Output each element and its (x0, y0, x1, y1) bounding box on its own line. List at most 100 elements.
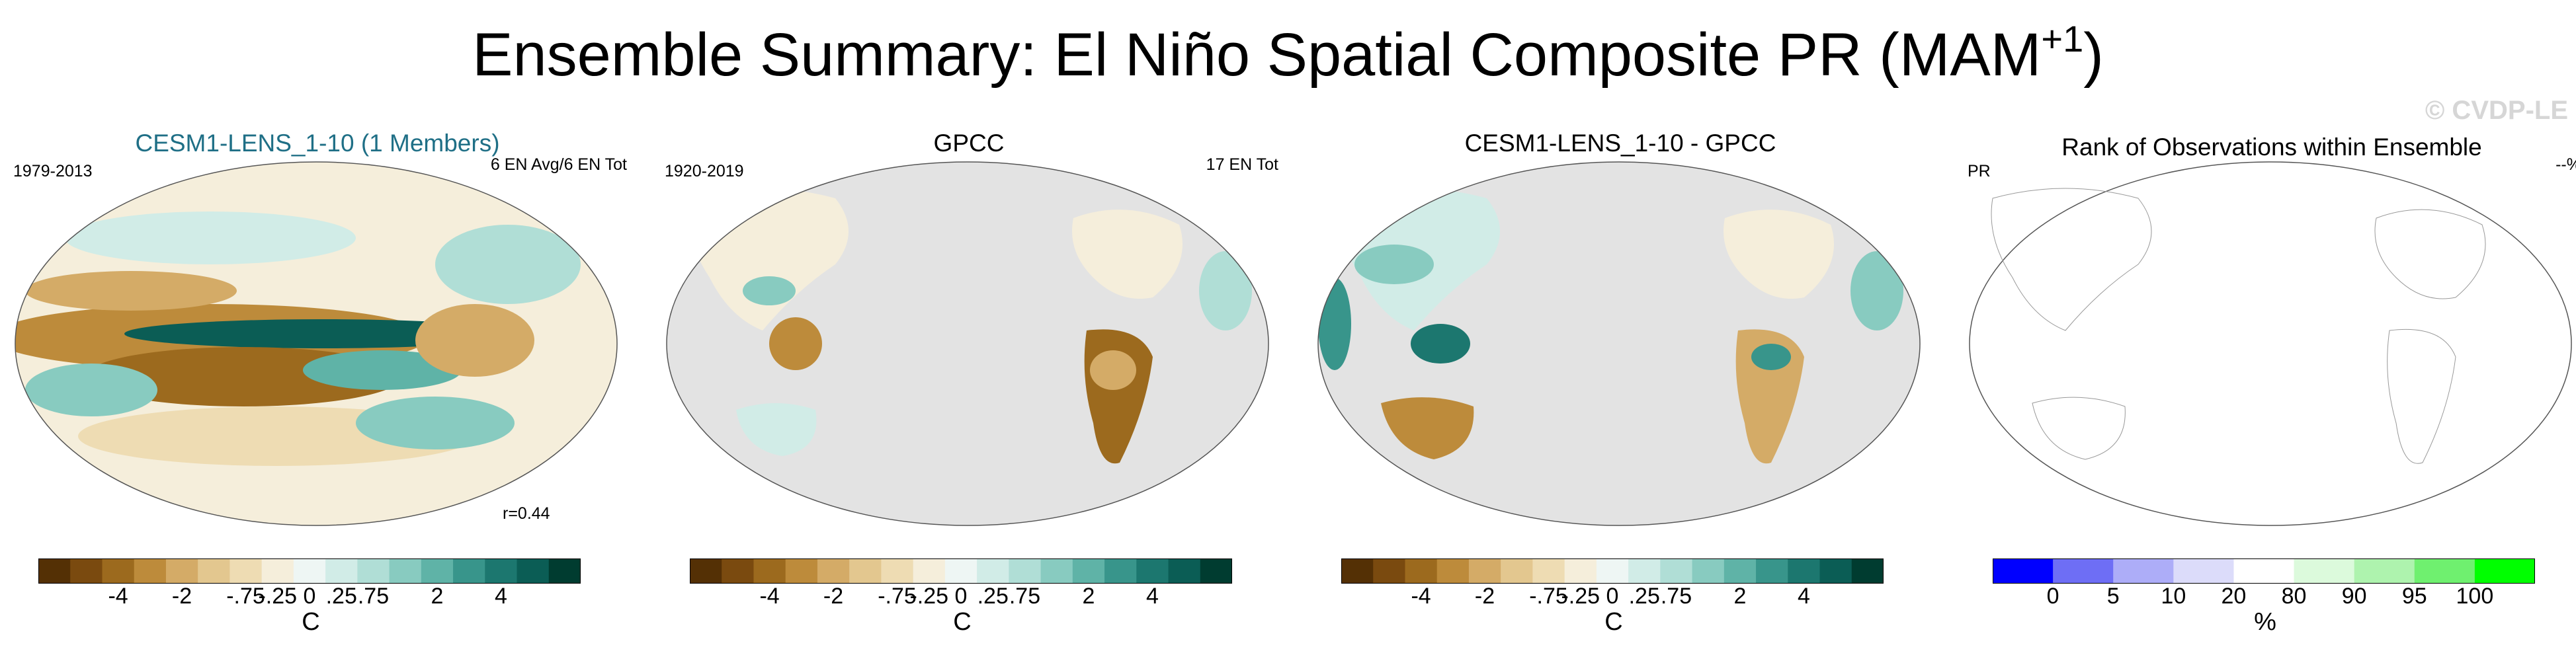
colorbar-swatch (261, 558, 294, 584)
colorbar-swatch (357, 558, 390, 584)
colorbar-swatch (722, 558, 754, 584)
colorbar-swatch (38, 558, 71, 584)
colorbar-swatch (944, 558, 977, 584)
colorbar-swatch (1341, 558, 1374, 584)
panel-rank: Rank of Observations within Ensemble PR … (1954, 0, 2576, 653)
colorbar-tick-label: .75 (357, 584, 390, 609)
colorbar-tick-label: .25 (325, 584, 357, 609)
colorbar-swatch (2113, 558, 2174, 584)
colorbar-tick-label: -4 (108, 584, 128, 609)
colorbar-border (690, 558, 1232, 584)
colorbar-tick-label: -4 (759, 584, 780, 609)
colorbar-swatch (1660, 558, 1693, 584)
colorbar-tick-label: 4 (494, 584, 507, 609)
colorbar-tick-label: 90 (2341, 584, 2367, 609)
colorbar-swatch (817, 558, 850, 584)
panel-difference: CESM1-LENS_1-10 - GPCC -4 -2 -.75 -.25 0 .25.… (1303, 0, 1938, 653)
colorbar-swatch (1136, 558, 1169, 584)
panel-title: Rank of Observations within Ensemble (2061, 134, 2482, 161)
colorbar-tick-label: 2 (431, 584, 444, 609)
colorbar-unit: C (953, 608, 972, 636)
colorbar-swatch (198, 558, 230, 584)
colorbar-ticks: -4 -2 -.75 -.25 0 .25.75 2 4 (38, 584, 581, 610)
colorbar-swatch (1819, 558, 1852, 584)
rank-map (1969, 161, 2572, 526)
colorbar-swatch (1373, 558, 1405, 584)
colorbar-swatch (548, 558, 581, 584)
colorbar-swatch (881, 558, 914, 584)
colorbar (690, 558, 1232, 584)
colorbar-swatch (229, 558, 263, 584)
period-label: 1920-2019 (665, 162, 744, 180)
colorbar-ticks: -4 -2 -.75 -.25 0 .25.75 2 4 (690, 584, 1232, 610)
colorbar (1341, 558, 1884, 584)
colorbar-swatch (1009, 558, 1042, 584)
colorbar-tick-label: -2 (823, 584, 844, 609)
colorbar-tick-label: 5 (2106, 584, 2120, 609)
colorbar-swatch (1756, 558, 1788, 584)
colorbar-swatch (2233, 558, 2295, 584)
colorbar-tick-label: 10 (2161, 584, 2186, 609)
colorbar-tick-label: 4 (1145, 584, 1159, 609)
composite-map (15, 161, 618, 526)
percent-label: --% (2555, 155, 2576, 174)
colorbar-swatch (102, 558, 135, 584)
colorbar-swatch (2414, 558, 2475, 584)
colorbar-unit: C (1604, 608, 1623, 636)
colorbar-tick-label: 95 (2401, 584, 2427, 609)
colorbar-swatch (165, 558, 198, 584)
colorbar-swatch (1436, 558, 1470, 584)
colorbar-swatch (849, 558, 882, 584)
colorbar-swatch (1724, 558, 1757, 584)
colorbar-unit: C (302, 608, 320, 636)
colorbar-swatch (2053, 558, 2114, 584)
colorbar-swatch (1564, 558, 1597, 584)
colorbar-border (1993, 558, 2535, 584)
colorbar-swatch (2294, 558, 2355, 584)
colorbar-tick-label: -4 (1411, 584, 1431, 609)
colorbar-swatch (1596, 558, 1629, 584)
colorbar-tick-label: 2 (1082, 584, 1095, 609)
land-field (1318, 188, 1903, 464)
colorbar-swatch (1993, 558, 2054, 584)
colorbar-border (1341, 558, 1884, 584)
colorbar-tick-label: 80 (2281, 584, 2307, 609)
colorbar-tick-label: .25 (1628, 584, 1660, 609)
colorbar-swatch (1040, 558, 1073, 584)
colorbar-swatch (1468, 558, 1501, 584)
colorbar-tick-label: -.25 (258, 584, 298, 609)
event-count-label: 6 EN Avg/6 EN Tot (490, 155, 627, 174)
colorbar-swatch (453, 558, 485, 584)
colorbar-swatch (753, 558, 786, 584)
colorbar-swatch (913, 558, 946, 584)
colorbar-unit: % (2254, 608, 2276, 636)
panel-model: CESM1-LENS_1-10 (1 Members) 1979-2013 6 … (0, 0, 635, 653)
composite-map (666, 161, 1269, 526)
colorbar-swatch (1168, 558, 1201, 584)
panel-title: CESM1-LENS_1-10 (1 Members) (135, 130, 500, 157)
colorbar-tick-label: -2 (171, 584, 192, 609)
colorbar-tick-label: 2 (1733, 584, 1747, 609)
colorbar-swatch (134, 558, 167, 584)
colorbar-swatch (389, 558, 422, 584)
colorbar-ticks: 0 5 10 20 80 90 95 100 (1993, 584, 2535, 610)
colorbar-swatch (1851, 558, 1884, 584)
difference-map (1317, 161, 1921, 526)
colorbar-swatch (977, 558, 1009, 584)
colorbar-tick-label: .25 (977, 584, 1009, 609)
colorbar-swatch (293, 558, 326, 584)
colorbar-tick-label: .75 (1009, 584, 1041, 609)
variable-label: PR (1968, 162, 1991, 180)
colorbar-tick-label: -.25 (1561, 584, 1600, 609)
colorbar-swatch (1200, 558, 1232, 584)
panel-title: GPCC (933, 130, 1005, 157)
event-count-label: 17 EN Tot (1206, 155, 1278, 174)
colorbar-swatch (1788, 558, 1821, 584)
colorbar-tick-label: -.75 (226, 584, 265, 609)
colorbar-swatch (2474, 558, 2535, 584)
colorbar-tick-label: -.75 (878, 584, 917, 609)
colorbar-tick-label: 0 (1606, 584, 1619, 609)
colorbar-tick-label: 0 (2046, 584, 2059, 609)
colorbar-tick-label: 4 (1797, 584, 1810, 609)
watermark: © CVDP-LE (2425, 96, 2568, 125)
